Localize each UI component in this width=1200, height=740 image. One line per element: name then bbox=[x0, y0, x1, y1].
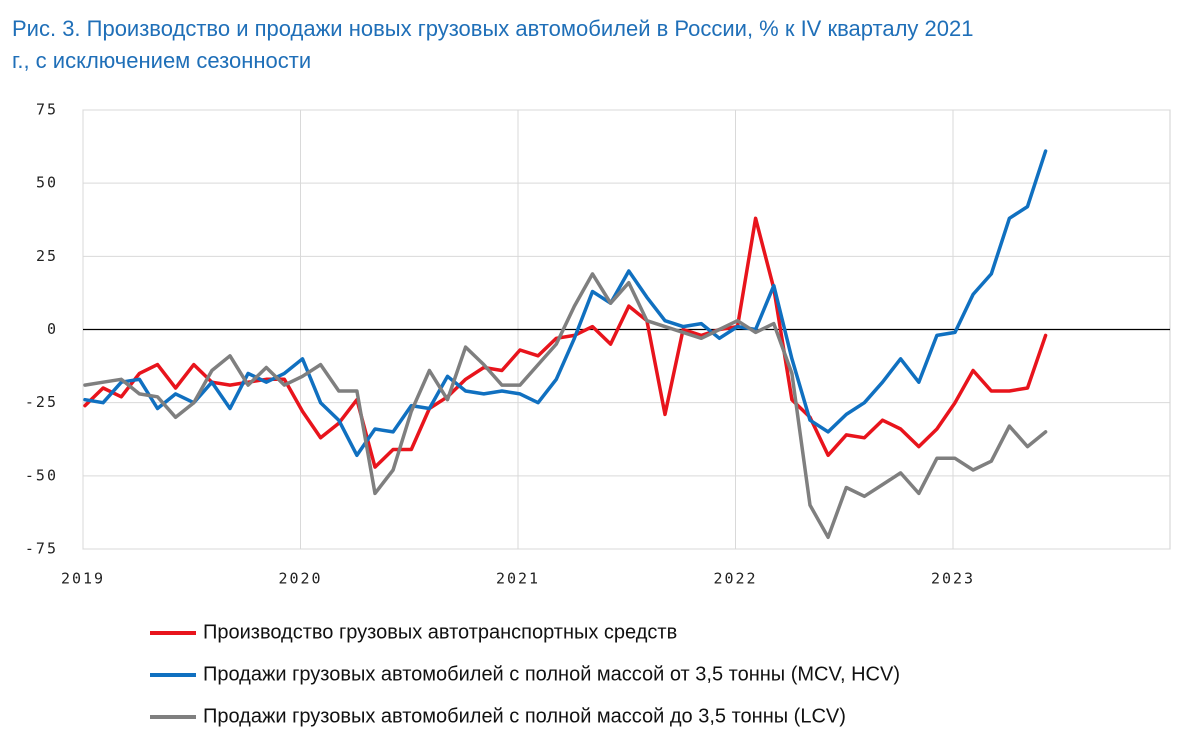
legend-label: Продажи грузовых автомобилей с полной ма… bbox=[203, 705, 846, 727]
y-tick-label: -25 bbox=[25, 393, 58, 411]
x-tick-label: 2019 bbox=[61, 570, 105, 588]
legend-label: Производство грузовых автотранспортных с… bbox=[203, 621, 677, 643]
x-tick-label: 2023 bbox=[931, 570, 975, 588]
series-line bbox=[83, 272, 1048, 540]
series-line bbox=[83, 149, 1048, 458]
chart-subtitle: г., с исключением сезонности bbox=[12, 48, 311, 73]
y-tick-label: -50 bbox=[25, 466, 58, 484]
y-tick-label: -75 bbox=[25, 540, 58, 558]
y-tick-label: 50 bbox=[36, 174, 58, 192]
x-tick-label: 2021 bbox=[496, 570, 540, 588]
series-line bbox=[83, 216, 1048, 469]
x-tick-label: 2022 bbox=[713, 570, 757, 588]
chart-title: Рис. 3. Производство и продажи новых гру… bbox=[12, 16, 973, 41]
y-tick-label: 75 bbox=[36, 101, 58, 119]
y-tick-label: 25 bbox=[36, 247, 58, 265]
x-tick-label: 2020 bbox=[278, 570, 322, 588]
y-tick-label: 0 bbox=[47, 320, 58, 338]
legend-label: Продажи грузовых автомобилей с полной ма… bbox=[203, 663, 900, 685]
